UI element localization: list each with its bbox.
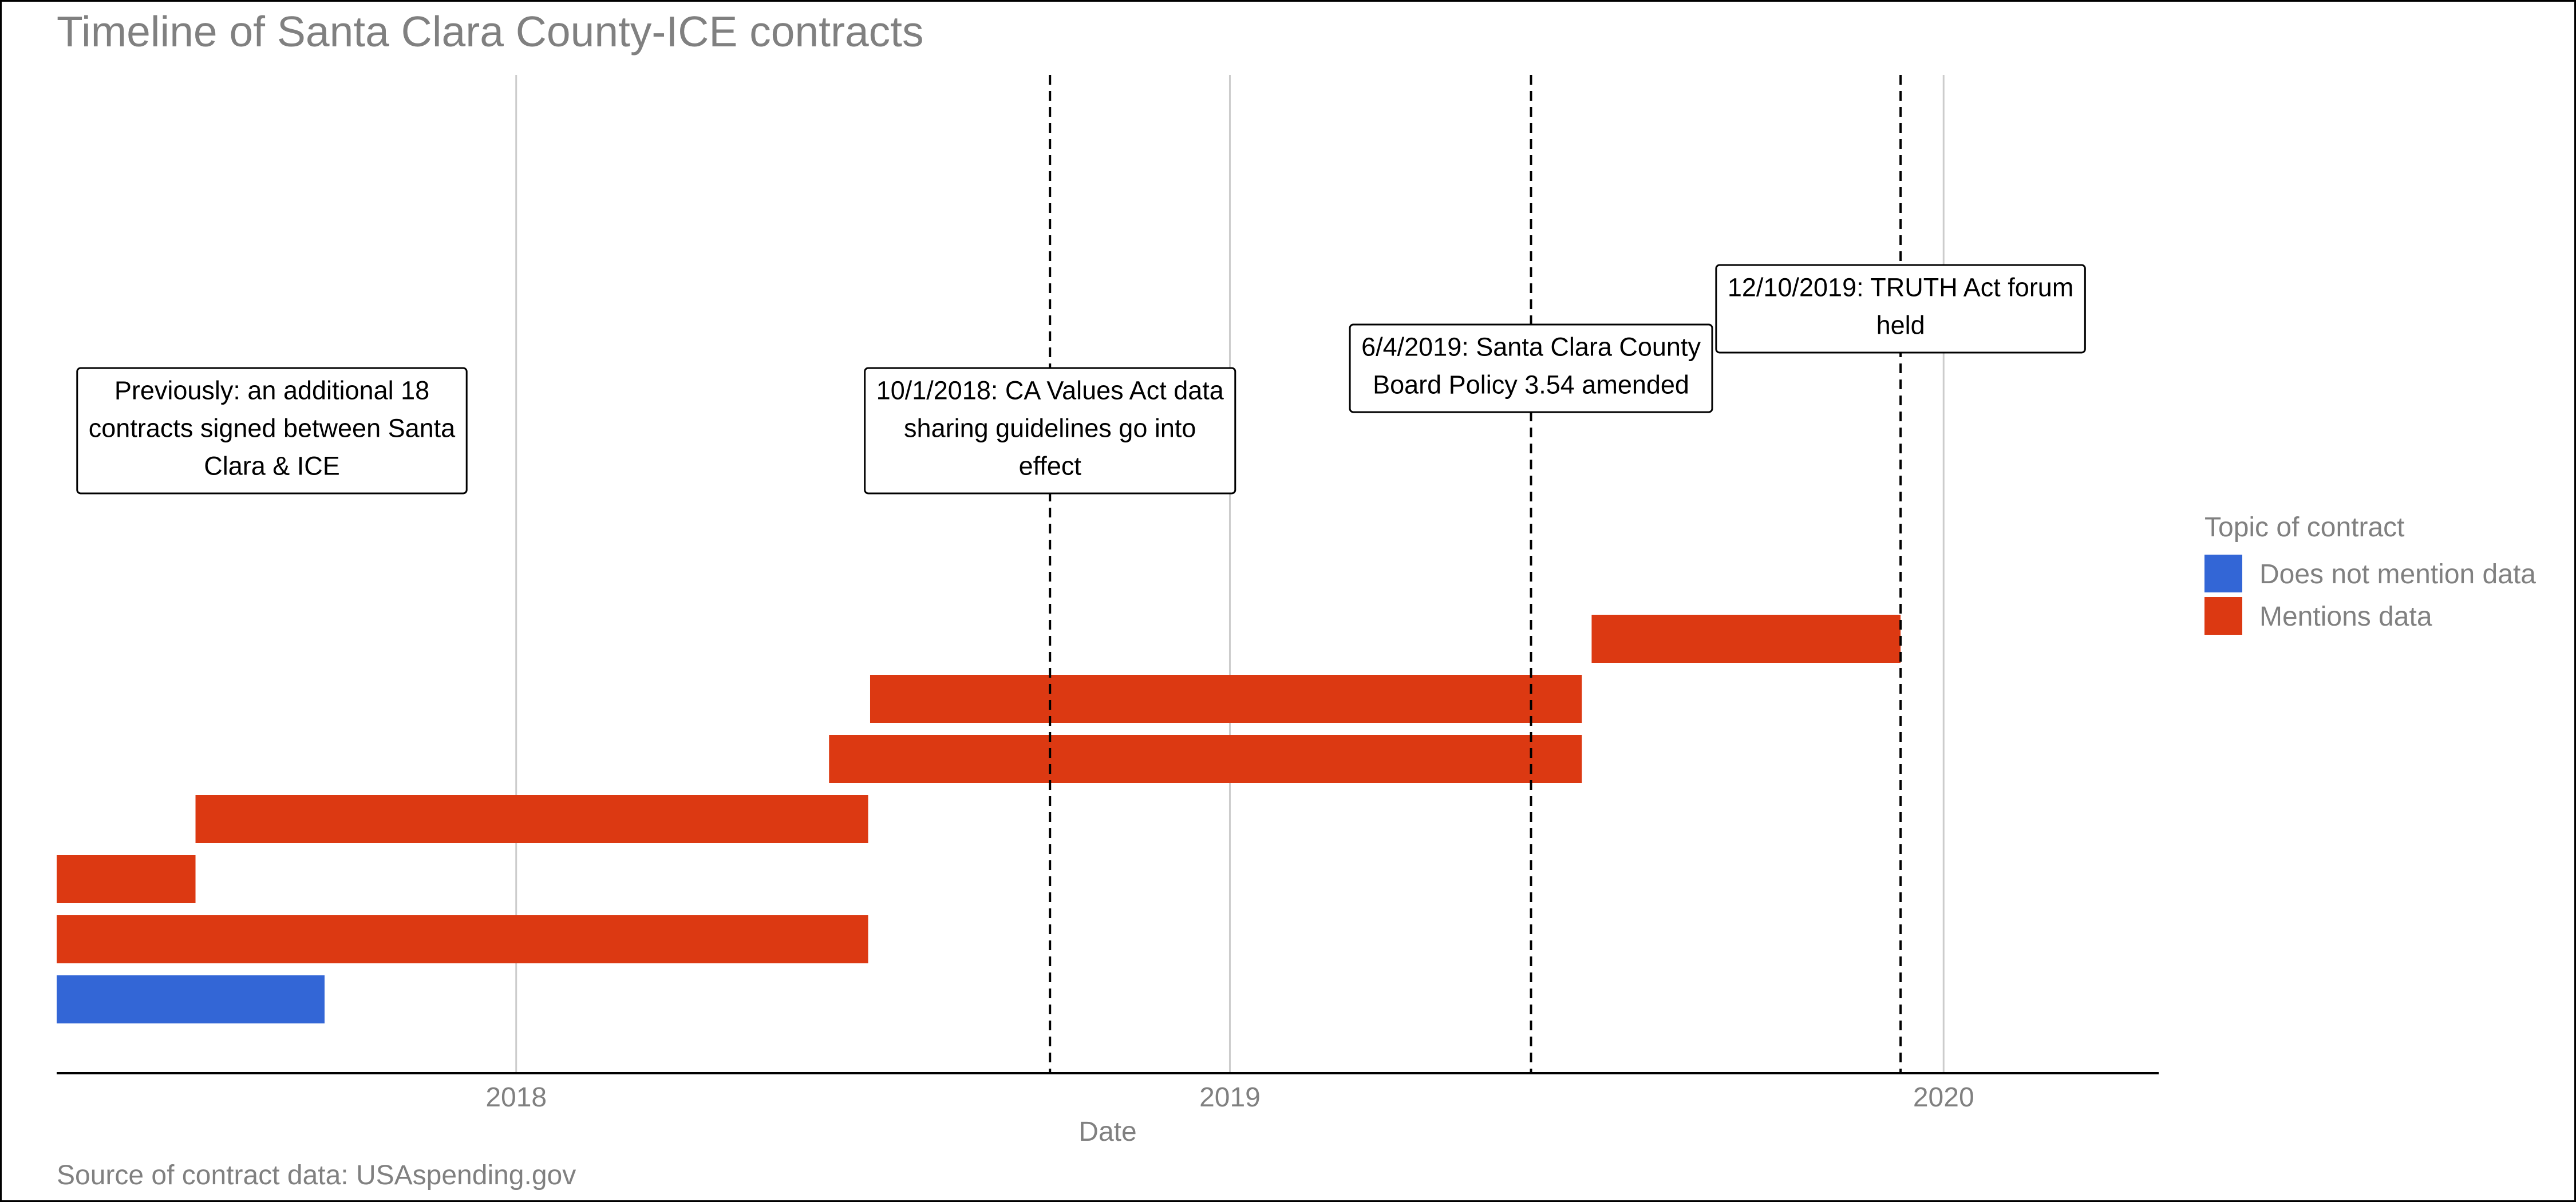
event-label-1-line-3: effect: [1019, 451, 1082, 480]
event-label-1: 10/1/2018: CA Values Act data sharing gui…: [864, 367, 1236, 495]
contract-bar-3: [57, 855, 196, 903]
event-label-3-line-1: 12/10/2019: TRUTH Act forum: [1728, 272, 2073, 302]
event-label-2: 6/4/2019: Santa Clara County Board Policy…: [1349, 323, 1713, 413]
event-label-1-box: [864, 367, 1236, 495]
contract-bar-1: [57, 975, 325, 1023]
gridlines: [515, 75, 1945, 1073]
contract-bar-6: [870, 675, 1582, 723]
annotation-boxes: Previously: an additional 18 contracts si…: [76, 264, 2086, 495]
x-axis-title: Date: [1078, 1117, 1136, 1147]
legend-label-does-not-mention-data: Does not mention data: [2259, 559, 2536, 590]
contract-bar-5: [829, 735, 1582, 783]
source-caption: Source of contract data: USAspending.gov: [57, 1160, 576, 1191]
contract-bar-2: [57, 915, 868, 963]
event-label-2-line-1: 6/4/2019: Santa Clara County: [1361, 332, 1701, 361]
note-previous-contracts-line-1: Previously: an additional 18: [114, 375, 429, 405]
note-previous-contracts: Previously: an additional 18 contracts si…: [76, 367, 468, 495]
chart-title: Timeline of Santa Clara County-ICE contr…: [57, 7, 924, 56]
x-axis-ticks: 2018 2019 2020: [485, 1082, 1974, 1113]
legend-title: Topic of contract: [2204, 512, 2405, 543]
legend-swatch-mentions-data: [2204, 597, 2242, 635]
event-label-3: 12/10/2019: TRUTH Act forum held: [1715, 264, 2086, 354]
x-tick-label-2018: 2018: [485, 1082, 547, 1113]
event-label-2-box: [1349, 323, 1713, 413]
event-label-3-line-2: held: [1876, 310, 1925, 339]
x-tick-label-2020: 2020: [1913, 1082, 1974, 1113]
event-label-2-line-2: Board Policy 3.54 amended: [1373, 370, 1689, 399]
contract-bar-7: [1591, 615, 1901, 663]
x-tick-label-2019: 2019: [1199, 1082, 1261, 1113]
note-previous-contracts-box: [76, 367, 468, 495]
note-previous-contracts-line-3: Clara & ICE: [204, 451, 340, 480]
event-label-1-line-1: 10/1/2018: CA Values Act data: [876, 375, 1224, 405]
contract-bar-4: [195, 795, 868, 843]
event-label-1-line-2: sharing guidelines go into: [904, 413, 1196, 442]
event-label-3-box: [1715, 264, 2086, 354]
legend-label-mentions-data: Mentions data: [2259, 602, 2432, 632]
legend-swatch-does-not-mention-data: [2204, 555, 2242, 592]
contract-bars: [57, 615, 1901, 1023]
note-previous-contracts-line-2: contracts signed between Santa: [89, 413, 456, 442]
legend: Topic of contract Does not mention data …: [2204, 512, 2536, 635]
event-lines: [1049, 75, 1902, 1073]
